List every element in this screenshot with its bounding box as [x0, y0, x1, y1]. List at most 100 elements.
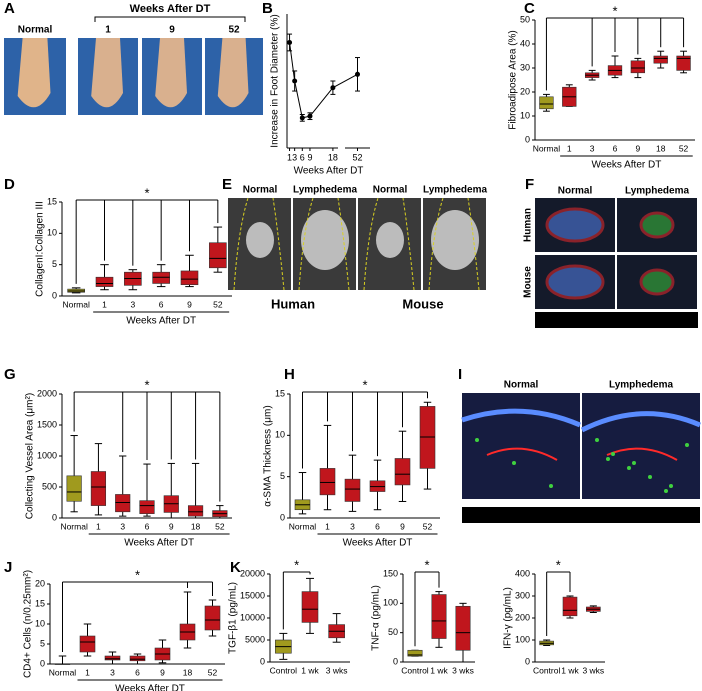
x-tick-label: 1 — [287, 152, 292, 162]
x-axis-label: Weeks After DT — [294, 166, 364, 177]
panel-letter: C — [524, 0, 535, 17]
y-tick-label: 2000 — [37, 388, 57, 398]
significance-label: * — [556, 557, 561, 572]
x-tick-label: 1 — [102, 299, 107, 309]
box — [431, 594, 447, 639]
box — [115, 494, 131, 513]
y-tick-label: 0 — [52, 512, 57, 522]
y-tick-label: 5 — [40, 638, 45, 648]
image-label: Lymphedema — [625, 186, 690, 197]
group-label: Weeks After DT — [130, 3, 211, 15]
tissue — [580, 411, 701, 433]
y-axis-label: CD4+ Cells (n/0.25mm²) — [23, 570, 34, 678]
panel-letter: A — [4, 0, 15, 17]
data-point — [299, 115, 305, 121]
data-point — [355, 71, 360, 77]
y-axis-label: Collecting Vessel Area (μm²) — [25, 393, 36, 519]
panel-letter: B — [262, 0, 273, 17]
x-tick-label: 3 wks — [452, 665, 474, 675]
x-axis-label: Weeks After DT — [124, 538, 194, 549]
y-tick-label: 0 — [260, 656, 265, 666]
y-tick-label: 20000 — [240, 568, 265, 578]
image-label: Normal — [243, 185, 278, 196]
cell — [595, 438, 599, 442]
x-tick-label: 6 — [375, 521, 380, 531]
x-tick-label: 3 — [110, 667, 115, 677]
y-tick-label: 10000 — [240, 612, 265, 622]
x-tick-label: 1 — [325, 521, 330, 531]
x-tick-label: 3 — [590, 143, 595, 153]
stain-label: DAPI — [628, 510, 652, 521]
row-label: Human — [523, 208, 534, 242]
cell — [475, 438, 479, 442]
row-label: Mouse — [523, 266, 534, 298]
image-label: Normal — [558, 186, 593, 197]
cell — [669, 484, 673, 488]
panel-letter: J — [4, 559, 12, 576]
cell — [549, 484, 553, 488]
paw — [17, 38, 51, 108]
x-tick-label: 52 — [213, 299, 223, 309]
x-tick-label: Control — [401, 665, 429, 675]
x-tick-label: Control — [270, 665, 298, 675]
box — [90, 471, 107, 506]
panel-letter: F — [525, 176, 534, 193]
cell — [512, 461, 516, 465]
y-tick-label: 10 — [35, 618, 45, 628]
y-tick-label: 5 — [52, 259, 57, 269]
vessel — [639, 211, 675, 239]
data-point — [287, 39, 293, 45]
image-label: Lymphedema — [609, 380, 674, 391]
y-tick-label: 0 — [40, 658, 45, 668]
x-tick-label: 6 — [613, 143, 618, 153]
panel-letter: H — [284, 366, 295, 383]
box — [129, 655, 146, 662]
vessel — [545, 207, 605, 243]
x-tick-label: Control — [533, 665, 561, 675]
x-tick-label: 9 — [169, 521, 174, 531]
y-axis-label: Fibroadipose Area (%) — [508, 30, 519, 130]
data-point — [292, 78, 298, 84]
vessel — [486, 447, 558, 461]
outline — [363, 197, 415, 291]
x-tick-label: 3 — [130, 299, 135, 309]
box — [95, 276, 114, 287]
paw — [155, 38, 187, 108]
y-tick-label: 0 — [52, 290, 57, 300]
x-tick-label: 6 — [135, 667, 140, 677]
signal — [246, 222, 274, 258]
stain-label: Podoplanin — [548, 315, 602, 326]
x-tick-label: Normal — [62, 299, 90, 309]
y-tick-label: 500 — [42, 481, 57, 491]
x-tick-label: 52 — [423, 521, 433, 531]
y-tick-label: 100 — [383, 598, 398, 608]
x-tick-label: 52 — [208, 667, 218, 677]
box — [630, 60, 646, 74]
data-point — [307, 113, 313, 119]
x-tick-label: 6 — [300, 152, 305, 162]
y-axis-label: TGF-β1 (pg/mL) — [228, 582, 239, 654]
x-tick-label: 3 wks — [326, 665, 348, 675]
y-tick-label: 10 — [275, 430, 285, 440]
y-axis-label: α-SMA Thickness (μm) — [263, 405, 274, 506]
x-axis-label: Weeks After DT — [126, 316, 196, 327]
x-tick-label: 18 — [183, 667, 193, 677]
data-point — [330, 85, 336, 91]
box — [152, 271, 170, 284]
y-tick-label: 150 — [383, 568, 398, 578]
group-label: Human — [271, 296, 315, 311]
x-tick-label: 52 — [215, 521, 225, 531]
stain-label: Podoplanin — [551, 510, 605, 521]
x-tick-label: 9 — [160, 667, 165, 677]
significance-label: * — [612, 3, 617, 18]
legend-bar — [462, 507, 700, 523]
x-axis-label: Weeks After DT — [115, 684, 185, 691]
y-tick-label: 300 — [515, 590, 530, 600]
stain-label: α-SMA — [611, 315, 643, 326]
outline — [233, 197, 285, 291]
stain-label: CD4 — [510, 510, 530, 521]
x-tick-label: Normal — [49, 667, 77, 677]
y-tick-label: 5000 — [245, 634, 265, 644]
micrograph — [582, 393, 700, 499]
